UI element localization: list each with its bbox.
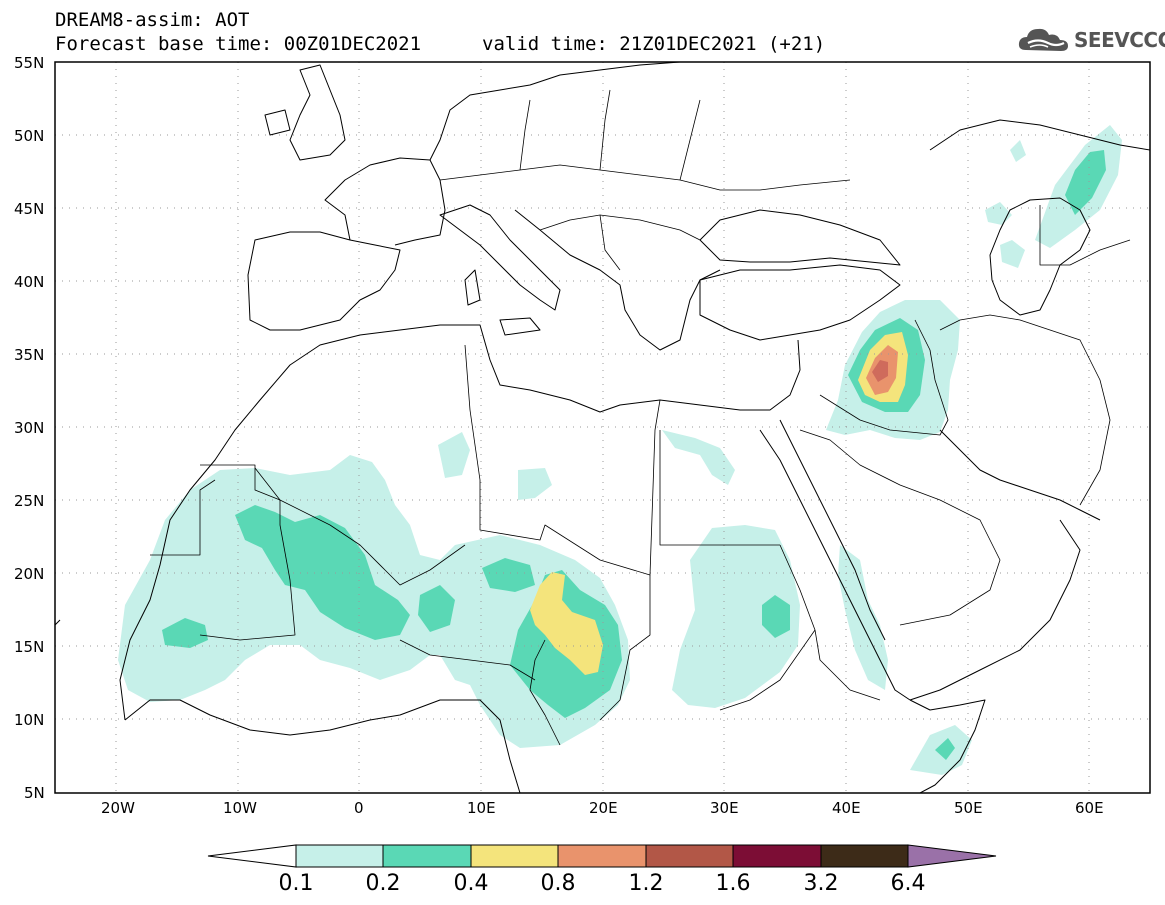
lat-label: 30N bbox=[14, 419, 45, 437]
lat-label: 40N bbox=[14, 273, 45, 291]
aot-area-sudan-spot bbox=[762, 595, 790, 638]
cloud-icon bbox=[1018, 28, 1068, 51]
lat-label: 5N bbox=[24, 784, 45, 802]
graticule bbox=[55, 62, 1150, 793]
colorbar-bin-1 bbox=[295, 844, 384, 868]
coast-north-africa bbox=[55, 324, 801, 721]
colorbar-bin-5 bbox=[645, 844, 734, 868]
valid-time: valid time: 21Z01DEC2021 (+21) bbox=[482, 33, 826, 55]
aot-area-libya-north bbox=[438, 432, 470, 478]
aot-area-iraq-red bbox=[872, 360, 888, 382]
aot-area-senegal bbox=[162, 618, 208, 648]
country-borders bbox=[150, 89, 1131, 746]
coast-italy bbox=[439, 204, 561, 336]
lon-label: 60E bbox=[1075, 799, 1104, 817]
lat-label: 55N bbox=[14, 54, 45, 72]
aot-area-caucasus bbox=[1000, 240, 1025, 268]
colorbar-bin-4 bbox=[557, 844, 647, 868]
lat-label: 50N bbox=[14, 127, 45, 145]
coast-balkans-greece bbox=[514, 209, 721, 351]
lat-label: 15N bbox=[14, 638, 45, 656]
coast-persian-gulf bbox=[939, 429, 1101, 521]
colorbar-label: 6.4 bbox=[890, 871, 926, 896]
colorbar-label: 1.6 bbox=[715, 871, 751, 896]
plot-frame bbox=[54, 61, 1151, 794]
aot-fields bbox=[118, 125, 1122, 775]
coast-horn-africa bbox=[909, 699, 986, 793]
coast-red-sea bbox=[759, 419, 911, 701]
colorbar-label: 0.1 bbox=[278, 871, 314, 896]
border-algeria-mali bbox=[254, 467, 466, 586]
border-europe bbox=[439, 89, 851, 191]
lat-label: 20N bbox=[14, 565, 45, 583]
forecast-base-time: Forecast base time: 00Z01DEC2021 bbox=[55, 33, 422, 55]
colorbar-bin-7 bbox=[820, 844, 909, 868]
aot-area-sudan bbox=[672, 525, 800, 708]
border-chad-sudan bbox=[599, 575, 651, 721]
coast-west-africa-south bbox=[124, 699, 521, 793]
border-egypt-sudan bbox=[659, 430, 780, 546]
coast-turkey bbox=[699, 264, 901, 341]
lon-label: 10E bbox=[467, 799, 496, 817]
border-iraq bbox=[819, 319, 949, 436]
aot-area-red-sea bbox=[838, 545, 888, 690]
aot-area-caspian-core bbox=[1065, 150, 1106, 215]
colorbar-upper-extend bbox=[907, 844, 997, 868]
lon-label: 30E bbox=[710, 799, 739, 817]
aot-area-niger bbox=[482, 558, 535, 592]
coast-iberia bbox=[247, 231, 401, 331]
map-title: DREAM8-assim: AOT bbox=[55, 9, 250, 31]
coast-arabia bbox=[909, 519, 1081, 701]
coast-caspian bbox=[989, 197, 1091, 316]
coast-britain bbox=[264, 64, 346, 161]
colorbar-label: 1.2 bbox=[628, 871, 664, 896]
aot-area-mali-east bbox=[418, 585, 455, 632]
colorbar-label: 0.8 bbox=[540, 871, 576, 896]
aot-area-north bbox=[1010, 140, 1026, 162]
lat-label: 45N bbox=[14, 200, 45, 218]
colorbar-label: 3.2 bbox=[803, 871, 839, 896]
coast-ne-europe bbox=[429, 62, 1150, 161]
aot-area-libya-south bbox=[518, 468, 552, 500]
border-w-sahara bbox=[150, 479, 216, 556]
border-sudan-ethiopia bbox=[719, 544, 881, 711]
aot-area-egypt bbox=[662, 430, 735, 485]
lon-label: 10W bbox=[223, 799, 257, 817]
coast-black-sea bbox=[699, 209, 901, 266]
lon-label: 20W bbox=[101, 799, 135, 817]
logo-text: SEEVCCC bbox=[1074, 28, 1165, 52]
lat-label: 35N bbox=[14, 346, 45, 364]
border-mali-mauritania bbox=[199, 464, 296, 641]
seevccc-logo: SEEVCCC bbox=[1016, 22, 1165, 58]
lat-label: 10N bbox=[14, 711, 45, 729]
lon-label: 0 bbox=[354, 799, 364, 817]
border-libya bbox=[464, 344, 661, 576]
lon-label: 40E bbox=[832, 799, 861, 817]
colorbar bbox=[207, 844, 997, 868]
border-saudi bbox=[799, 429, 1001, 626]
colorbar-label: 0.2 bbox=[365, 871, 401, 896]
border-balkans bbox=[539, 214, 701, 271]
colorbar-label: 0.4 bbox=[453, 871, 489, 896]
coast-france bbox=[324, 157, 446, 246]
border-kazakh bbox=[1039, 205, 1131, 266]
coastlines bbox=[55, 62, 1150, 793]
lon-label: 50E bbox=[954, 799, 983, 817]
colorbar-bin-6 bbox=[732, 844, 822, 868]
lon-label: 20E bbox=[589, 799, 618, 817]
border-niger-nigeria bbox=[399, 639, 536, 681]
aot-area-somalia-core bbox=[935, 738, 955, 760]
lat-label: 25N bbox=[14, 492, 45, 510]
aot-area-mauritania bbox=[235, 505, 410, 640]
aot-area-chad-yellow bbox=[530, 572, 603, 675]
colorbar-bin-3 bbox=[470, 844, 559, 868]
border-iran bbox=[939, 314, 1111, 506]
colorbar-bin-2 bbox=[382, 844, 472, 868]
colorbar-lower-extend bbox=[207, 844, 297, 868]
border-chad-cameroon bbox=[529, 639, 561, 746]
